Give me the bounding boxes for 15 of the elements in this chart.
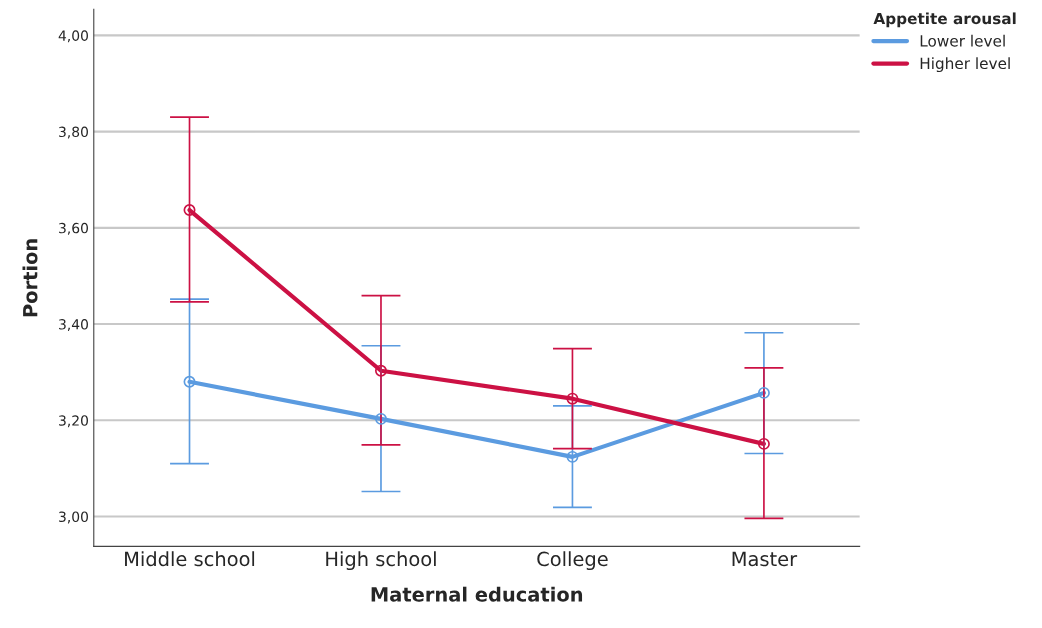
legend-label: Higher level xyxy=(920,57,1010,73)
x-axis-title: Maternal education xyxy=(371,586,583,602)
y-tick-label: 3,20 xyxy=(59,415,88,428)
y-axis-title: Portion xyxy=(22,239,38,317)
y-tick-label: 4,00 xyxy=(58,30,88,43)
y-tick-label: 3,40 xyxy=(59,319,88,331)
x-tick-label: Middle school xyxy=(125,551,255,567)
x-tick-label: High school xyxy=(326,551,436,571)
x-tick-label: College xyxy=(537,551,608,571)
legend-title: Appetite arousal xyxy=(873,12,1016,28)
y-tick-label: 3,60 xyxy=(59,222,88,235)
x-tick-label: Master xyxy=(732,551,798,567)
y-tick-label: 3,80 xyxy=(59,126,88,139)
legend-label: Lower level xyxy=(920,34,1005,47)
y-tick-label: 3,00 xyxy=(59,511,88,524)
